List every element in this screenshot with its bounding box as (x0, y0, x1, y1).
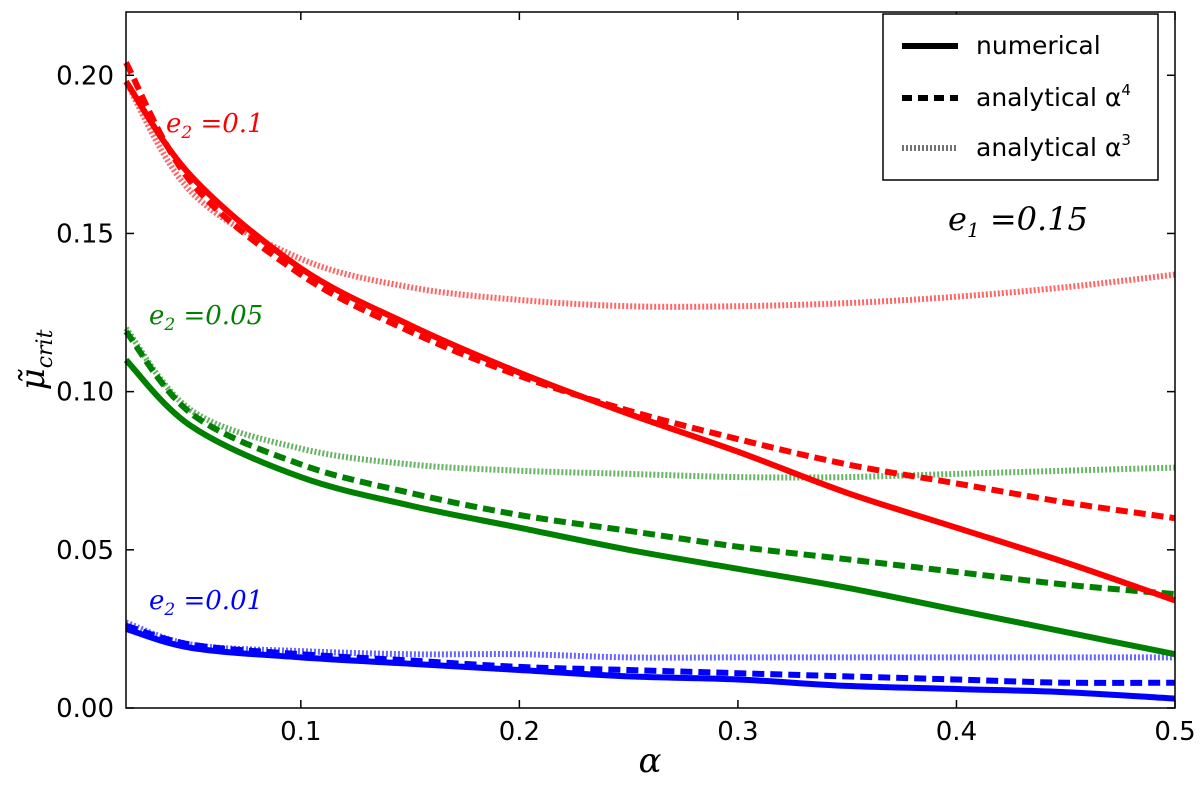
legend-label-analytical-a4: analytical α4 (976, 81, 1131, 112)
y-tick-label: 0.00 (56, 694, 114, 724)
legend-box (882, 13, 1159, 181)
annotation-e2-blue: e2 =0.01 (149, 586, 263, 620)
y-tick-label: 0.15 (56, 219, 114, 249)
y-axis-label: μ̃crit (13, 329, 58, 390)
x-tick-label: 0.5 (1154, 717, 1195, 747)
y-tick-label: 0.20 (56, 61, 114, 91)
series-line-blue-dotted (124, 619, 1175, 661)
plot-frame (125, 11, 1176, 709)
annotation-e1: e1 =0.15 (948, 200, 1088, 242)
y-tick-label: 0.05 (56, 536, 114, 566)
series-layer (123, 61, 1176, 702)
x-tick-label: 0.2 (499, 717, 540, 747)
series-line-blue-dashed (125, 622, 1176, 686)
legend-label-analytical-a3: analytical α3 (976, 131, 1131, 162)
legend-label-numerical: numerical (976, 31, 1101, 60)
y-axis-label-group: μ̃crit (13, 329, 58, 390)
annotation-e2-green: e2 =0.05 (149, 301, 263, 335)
series-line-red-solid (123, 79, 1176, 604)
y-axis-label-sub: crit (33, 329, 58, 368)
series-line-green-dotted (123, 326, 1176, 481)
series-line-green-dashed (123, 329, 1176, 598)
y-tick-label: 0.10 (56, 378, 114, 408)
ticks-layer: 0.1 0.2 0.3 0.4 0.5 0.00 0.05 0.10 0.15 0.20 (56, 12, 1196, 747)
x-tick-label: 0.4 (936, 717, 977, 747)
legend: numerical analytical α4 analytical α3 (882, 13, 1159, 181)
series-line-green-solid (123, 357, 1176, 658)
x-tick-label: 0.1 (280, 717, 321, 747)
y-axis-label-main: μ̃ (13, 368, 53, 390)
x-tick-label: 0.3 (717, 717, 758, 747)
x-axis-label: α (639, 741, 662, 781)
series-line-blue-solid (125, 626, 1176, 702)
annotation-e2-red: e2 =0.1 (166, 109, 264, 143)
